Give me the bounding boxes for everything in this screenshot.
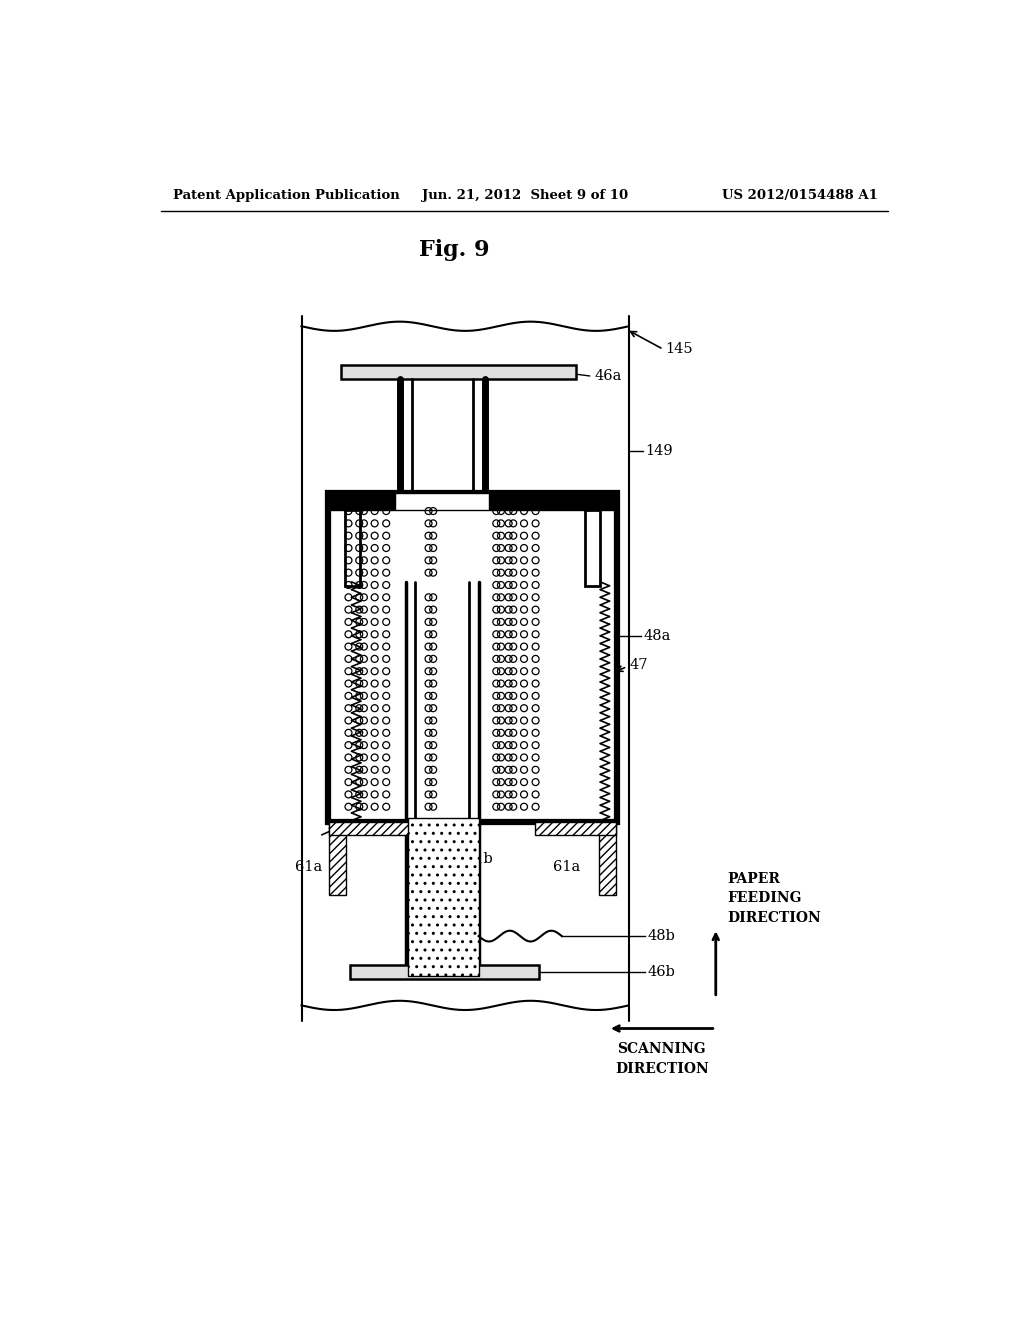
Bar	[599, 822, 615, 895]
Text: Jun. 21, 2012  Sheet 9 of 10: Jun. 21, 2012 Sheet 9 of 10	[422, 189, 628, 202]
Text: 46a: 46a	[595, 370, 623, 383]
Text: 61b: 61b	[465, 853, 493, 866]
Bar	[328, 494, 617, 822]
Bar	[489, 494, 617, 511]
Text: 145: 145	[666, 342, 693, 356]
Text: Fig. 9: Fig. 9	[419, 239, 489, 261]
Text: Patent Application Publication: Patent Application Publication	[173, 189, 399, 202]
Bar	[341, 364, 575, 379]
Bar	[535, 822, 615, 836]
Text: 48a: 48a	[643, 628, 671, 643]
Text: 48b: 48b	[647, 929, 675, 942]
Text: PAPER
FEEDING
DIRECTION: PAPER FEEDING DIRECTION	[727, 871, 821, 924]
Bar	[330, 822, 346, 895]
Text: SCANNING
DIRECTION: SCANNING DIRECTION	[615, 1043, 709, 1076]
Bar	[585, 511, 600, 586]
Bar	[330, 822, 410, 836]
Text: 46b: 46b	[647, 965, 675, 979]
Bar	[408, 818, 478, 977]
Bar	[328, 494, 395, 511]
Text: 61a: 61a	[553, 859, 580, 874]
Text: 61a: 61a	[295, 859, 322, 874]
Bar	[350, 965, 539, 979]
Bar	[395, 494, 489, 511]
Text: US 2012/0154488 A1: US 2012/0154488 A1	[722, 189, 878, 202]
Text: 149: 149	[645, 444, 673, 458]
Text: 47: 47	[630, 659, 648, 672]
Bar	[345, 511, 360, 586]
